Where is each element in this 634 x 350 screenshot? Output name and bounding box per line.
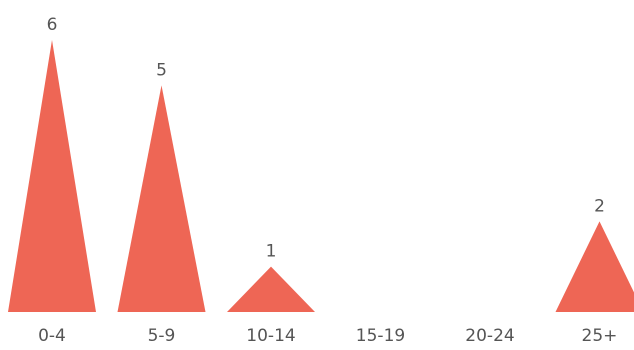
bar-10-14	[227, 266, 315, 312]
data-label-25+: 2	[594, 196, 605, 216]
bar-5-9	[117, 85, 206, 312]
x-tick-label-20-24: 20-24	[465, 326, 514, 346]
bar-25+	[555, 221, 634, 312]
x-tick-label-10-14: 10-14	[246, 326, 295, 346]
x-tick-label-25+: 25+	[582, 326, 618, 346]
data-label-5-9: 5	[156, 60, 167, 80]
x-tick-label-15-19: 15-19	[356, 326, 405, 346]
x-tick-label-5-9: 5-9	[148, 326, 176, 346]
bar-0-4	[8, 40, 96, 312]
x-tick-label-0-4: 0-4	[38, 326, 66, 346]
data-label-10-14: 1	[266, 242, 277, 262]
data-label-0-4: 6	[47, 15, 58, 35]
